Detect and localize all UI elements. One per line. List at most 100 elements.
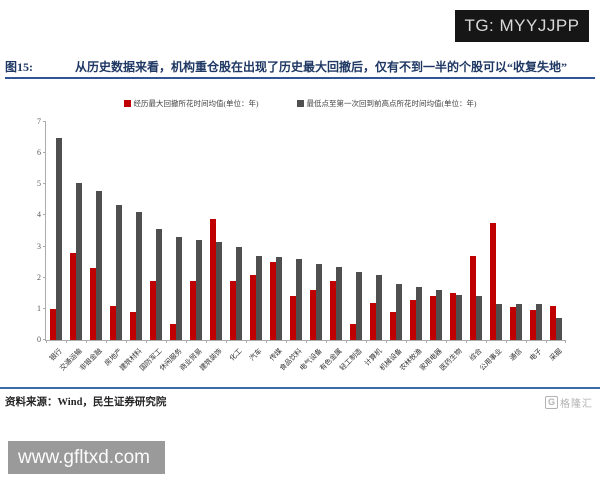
legend-swatch-red [123, 100, 131, 107]
x-axis-category-label: 有色金属 [318, 347, 344, 373]
bar-max-drawdown-time [410, 299, 416, 340]
bar-recovery-time [336, 266, 342, 340]
bar-group-6 [170, 237, 182, 340]
legend-label: 经历最大回撤所花时间均值(单位：年) [133, 99, 259, 108]
figure-number-label: 图15: [5, 60, 33, 74]
x-axis-tick [166, 340, 167, 343]
x-axis-category-label: 食品饮料 [278, 347, 304, 373]
bar-max-drawdown-time [230, 280, 236, 340]
x-axis-category-label: 轻工制造 [338, 347, 364, 373]
x-axis-tick [46, 340, 47, 343]
bar-max-drawdown-time [550, 305, 556, 340]
figure-title: 从历史数据来看，机构重仓股在出现了历史最大回撤后，仅有不到一半的个股可以“收复失… [75, 60, 568, 74]
x-axis-tick [366, 340, 367, 343]
bar-group-23 [510, 304, 522, 340]
x-axis-tick [106, 340, 107, 343]
x-axis-category-label: 采掘 [548, 347, 564, 363]
title-divider [5, 77, 595, 79]
bar-recovery-time [376, 274, 382, 340]
x-axis-category-label: 计算机 [363, 347, 384, 368]
bar-recovery-time [296, 259, 302, 340]
x-axis-labels: 银行 交通运输 非银金融 房地产 建筑材料 国防军工 休闲服务 商业贸易 建筑装饰 化工 汽车 传媒食… [45, 344, 565, 386]
bar-max-drawdown-time [390, 311, 396, 340]
bar-group-9 [230, 246, 242, 340]
x-axis-tick [486, 340, 487, 343]
bar-recovery-time [316, 263, 322, 340]
footer-divider [0, 387, 600, 389]
source-note: 资料来源：Wind，民生证券研究院 [5, 397, 167, 408]
bar-group-11 [270, 257, 282, 340]
x-axis-category-label: 建筑装饰 [198, 347, 224, 373]
bar-group-21 [470, 255, 482, 340]
bar-group-19 [430, 290, 442, 340]
bar-max-drawdown-time [310, 290, 316, 340]
y-axis-tick [43, 245, 46, 247]
bar-group-12 [290, 259, 302, 340]
chart-legend: 经历最大回撤所花时间均值(单位：年) 最低点至第一次回到前高点所花时间均值(单位… [0, 98, 600, 109]
y-axis-tick [43, 121, 46, 122]
x-axis-tick [186, 340, 187, 343]
bar-max-drawdown-time [110, 305, 116, 340]
x-axis-category-label: 汽车 [248, 347, 264, 363]
bar-group-16 [370, 274, 382, 340]
bar-group-13 [310, 263, 322, 340]
x-axis-category-label: 电气设备 [298, 347, 324, 373]
y-axis-tick [43, 307, 46, 309]
bar-recovery-time [536, 304, 542, 340]
bar-group-17 [390, 283, 402, 340]
bar-max-drawdown-time [70, 252, 76, 340]
bar-max-drawdown-time [530, 310, 536, 340]
site-watermark: www.gfltxd.com [8, 441, 165, 474]
bar-recovery-time [76, 182, 82, 340]
x-axis-category-label: 建筑材料 [118, 347, 144, 373]
x-axis-tick [326, 340, 327, 343]
x-axis-category-label: 电子 [528, 347, 544, 363]
bar-recovery-time [216, 241, 222, 340]
y-axis-tick-label: 2 [37, 272, 41, 282]
bar-recovery-time [416, 287, 422, 340]
y-axis-tick-label: 5 [37, 179, 41, 189]
bar-max-drawdown-time [190, 280, 196, 340]
x-axis-tick [346, 340, 347, 343]
x-axis-tick [565, 340, 566, 343]
x-axis-tick [86, 340, 87, 343]
x-axis-category-label: 交通运输 [58, 347, 84, 373]
bar-max-drawdown-time [430, 296, 436, 340]
bar-recovery-time [496, 304, 502, 340]
y-axis-tick [43, 152, 46, 154]
x-axis-category-label: 机械设备 [378, 347, 404, 373]
x-axis-category-label: 综合 [468, 347, 484, 363]
gelonghui-logo: G 格隆汇 [545, 395, 593, 410]
y-axis-tick [43, 214, 46, 216]
x-axis-tick [266, 340, 267, 343]
bar-group-15 [350, 271, 362, 340]
bar-recovery-time [276, 257, 282, 340]
x-axis-category-label: 化工 [228, 347, 244, 363]
bar-max-drawdown-time [510, 307, 516, 340]
bar-max-drawdown-time [490, 223, 496, 340]
x-axis-category-label: 商业贸易 [178, 347, 204, 373]
y-axis-tick-label: 4 [37, 210, 41, 220]
bar-max-drawdown-time [250, 274, 256, 340]
bar-group-10 [250, 255, 262, 340]
bar-group-7 [190, 240, 202, 340]
bar-max-drawdown-time [330, 280, 336, 340]
legend-label: 最低点至第一次回到前高点所花时间均值(单位：年) [306, 99, 477, 108]
x-axis-category-label: 国防军工 [138, 347, 164, 373]
bar-recovery-time [56, 137, 62, 340]
x-axis-tick [206, 340, 207, 343]
bar-group-24 [530, 304, 542, 340]
legend-swatch-gray [296, 100, 304, 107]
y-axis-tick [43, 276, 46, 278]
bar-recovery-time [556, 318, 562, 340]
x-axis-category-label: 家用电器 [418, 347, 444, 373]
x-axis-category-label: 银行 [48, 347, 64, 363]
bar-recovery-time [436, 290, 442, 340]
legend-item-recovery-time: 最低点至第一次回到前高点所花时间均值(单位：年) [296, 98, 477, 109]
bar-group-20 [450, 293, 462, 340]
bar-group-18 [410, 287, 422, 340]
bar-recovery-time [196, 240, 202, 340]
x-axis-tick [246, 340, 247, 343]
x-axis-category-label: 非银金融 [78, 347, 104, 373]
bar-max-drawdown-time [350, 324, 356, 340]
